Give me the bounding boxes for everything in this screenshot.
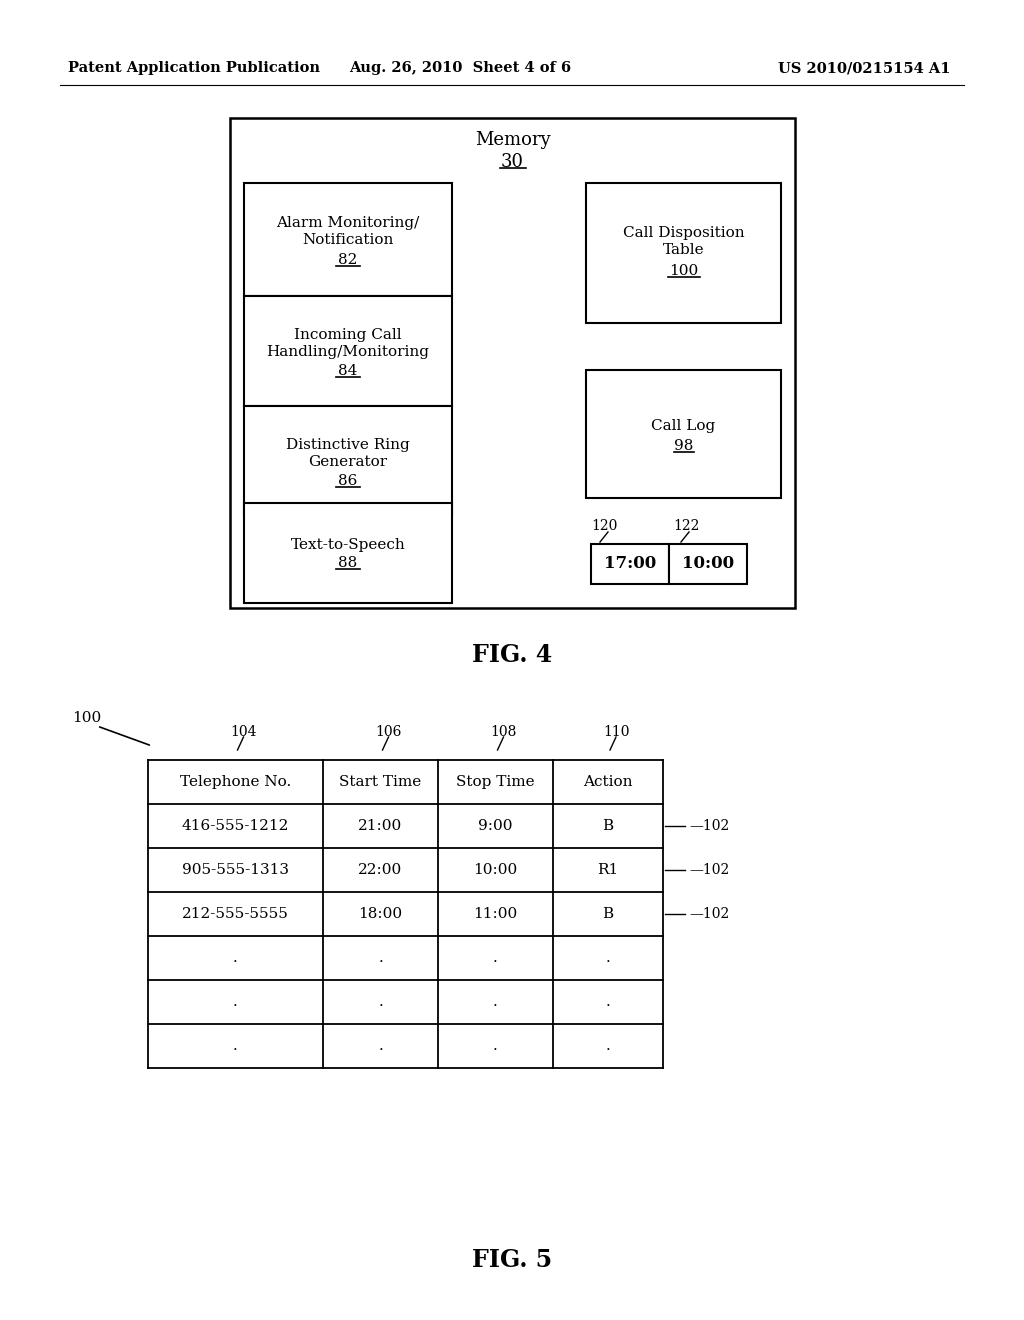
Text: .: . [378, 950, 383, 965]
Text: 98: 98 [674, 440, 693, 453]
Text: .: . [605, 1039, 610, 1053]
Text: 9:00: 9:00 [478, 818, 513, 833]
Text: Distinctive Ring: Distinctive Ring [286, 438, 410, 451]
Text: 88: 88 [338, 556, 357, 570]
Text: .: . [494, 950, 498, 965]
Bar [244, 183, 452, 296]
Text: 18:00: 18:00 [358, 907, 402, 921]
Text: .: . [605, 950, 610, 965]
Bar [591, 544, 669, 583]
Text: FIG. 4: FIG. 4 [472, 643, 552, 667]
Text: 100: 100 [72, 711, 101, 725]
Text: 82: 82 [338, 252, 357, 267]
Text: Memory: Memory [475, 131, 550, 149]
Text: 22:00: 22:00 [358, 863, 402, 876]
Text: 122: 122 [673, 519, 699, 533]
Text: Aug. 26, 2010  Sheet 4 of 6: Aug. 26, 2010 Sheet 4 of 6 [349, 61, 571, 75]
Text: Alarm Monitoring/: Alarm Monitoring/ [276, 216, 420, 231]
Text: .: . [494, 995, 498, 1008]
Text: Telephone No.: Telephone No. [180, 775, 291, 789]
Text: 86: 86 [338, 474, 357, 488]
Text: .: . [605, 995, 610, 1008]
Bar [669, 544, 746, 583]
Text: Generator: Generator [308, 455, 387, 469]
Text: —102: —102 [689, 818, 729, 833]
Text: Stop Time: Stop Time [456, 775, 535, 789]
Text: 17:00: 17:00 [604, 556, 656, 573]
Text: 212-555-5555: 212-555-5555 [182, 907, 289, 921]
Text: .: . [233, 995, 238, 1008]
Text: .: . [233, 950, 238, 965]
Text: 108: 108 [490, 725, 517, 739]
Text: 30: 30 [501, 153, 524, 172]
Text: Handling/Monitoring: Handling/Monitoring [266, 345, 429, 359]
Bar [586, 183, 781, 323]
Text: Action: Action [584, 775, 633, 789]
Text: .: . [378, 1039, 383, 1053]
Text: —102: —102 [689, 863, 729, 876]
Bar [230, 117, 795, 609]
Text: .: . [378, 995, 383, 1008]
Text: B: B [602, 818, 613, 833]
Text: 10:00: 10:00 [473, 863, 517, 876]
Bar [244, 296, 452, 407]
Text: Notification: Notification [302, 234, 393, 248]
Text: 905-555-1313: 905-555-1313 [182, 863, 289, 876]
Text: 106: 106 [376, 725, 401, 739]
Text: Patent Application Publication: Patent Application Publication [68, 61, 319, 75]
Text: 104: 104 [230, 725, 257, 739]
Bar [244, 407, 452, 516]
Text: —102: —102 [689, 907, 729, 921]
Text: Table: Table [663, 243, 705, 257]
Text: 120: 120 [591, 519, 617, 533]
Text: Call Disposition: Call Disposition [623, 226, 744, 240]
Text: Call Log: Call Log [651, 418, 716, 433]
Text: FIG. 5: FIG. 5 [472, 1247, 552, 1272]
Text: US 2010/0215154 A1: US 2010/0215154 A1 [777, 61, 950, 75]
Text: 416-555-1212: 416-555-1212 [182, 818, 289, 833]
Text: 21:00: 21:00 [358, 818, 402, 833]
Text: .: . [494, 1039, 498, 1053]
Bar [586, 370, 781, 498]
Text: 11:00: 11:00 [473, 907, 517, 921]
Text: 100: 100 [669, 264, 698, 279]
Bar [244, 503, 452, 603]
Text: 84: 84 [338, 364, 357, 378]
Text: Incoming Call: Incoming Call [294, 327, 401, 342]
Text: Start Time: Start Time [339, 775, 422, 789]
Text: .: . [233, 1039, 238, 1053]
Text: 10:00: 10:00 [682, 556, 734, 573]
Text: 110: 110 [603, 725, 630, 739]
Text: B: B [602, 907, 613, 921]
Text: R1: R1 [597, 863, 618, 876]
Text: Text-to-Speech: Text-to-Speech [291, 539, 406, 552]
